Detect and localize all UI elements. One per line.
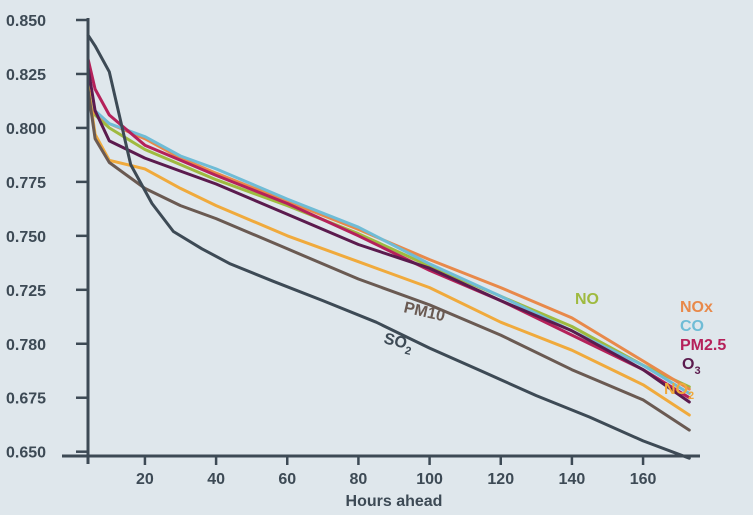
y-tick-label: 0.780 — [6, 337, 46, 354]
y-tick-label: 0.850 — [6, 13, 46, 30]
series-label: SO2 — [381, 330, 414, 357]
y-tick-label: 0.725 — [6, 283, 46, 300]
series-lines — [86, 33, 691, 460]
series-line-no — [86, 87, 691, 389]
x-tick-label: 140 — [559, 471, 586, 488]
x-tick-label: 120 — [487, 471, 514, 488]
series-line-so2 — [86, 33, 691, 460]
axes — [62, 18, 700, 464]
y-tick-label: 0.775 — [6, 175, 46, 192]
x-tick-label: 100 — [416, 471, 443, 488]
y-tick-label: 0.800 — [6, 121, 46, 138]
series-line-pm10 — [86, 87, 691, 432]
x-tick-label: 20 — [136, 471, 154, 488]
series-line-o3 — [86, 66, 691, 404]
series-label: PM10 — [402, 299, 447, 325]
x-tick-label: 60 — [278, 471, 296, 488]
series-label: NO2 — [664, 381, 694, 402]
x-tick-label: 160 — [630, 471, 657, 488]
series-label: PM2.5 — [680, 337, 726, 354]
series-line-pm25 — [86, 57, 691, 400]
series-label: CO — [680, 318, 704, 335]
series-label: NO — [575, 291, 599, 308]
y-tick-label: 0.675 — [6, 391, 46, 408]
y-tick-label: 0.650 — [6, 445, 46, 462]
x-tick-label: 80 — [350, 471, 368, 488]
y-tick-label: 0.750 — [6, 229, 46, 246]
series-labels: NO NOx CO PM2.5 O3 NO2 PM10 SO2 — [381, 291, 726, 402]
series-label: NOx — [680, 299, 713, 316]
y-ticks: 0.650 0.675 0.780 0.725 0.750 0.775 0.800 0.825… — [6, 13, 88, 462]
x-axis-title: Hours ahead — [346, 493, 443, 510]
x-tick-label: 40 — [207, 471, 225, 488]
series-label: O3 — [682, 356, 701, 377]
x-ticks: 20 40 60 80 100 120 140 160 — [136, 456, 657, 488]
y-tick-label: 0.825 — [6, 67, 46, 84]
